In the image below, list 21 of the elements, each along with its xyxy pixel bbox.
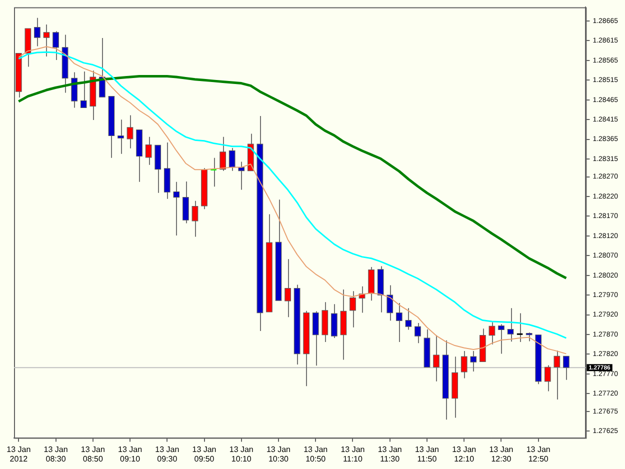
x-tick-label: 13 Jan 09:50 [192, 444, 216, 464]
x-tick-label: 13 Jan 08:50 [80, 444, 105, 464]
candlestick [34, 17, 40, 47]
x-tick-label: 13 Jan 11:10 [340, 444, 365, 464]
x-tick-label: 13 Jan 12:50 [526, 444, 550, 464]
x-tick-label: 13 Jan 11:50 [414, 444, 440, 464]
x-tick-label: 13 Jan 08:30 [44, 444, 68, 464]
x-tick-label: 13 Jan 2012 [6, 444, 31, 464]
x-tick-label: 13 Jan 12:30 [489, 444, 514, 464]
x-tick-label: 13 Jan 10:30 [266, 444, 291, 464]
candlestick [433, 334, 440, 382]
candlestick [284, 258, 291, 318]
x-tick-label: 13 Jan 10:50 [304, 444, 328, 464]
x-tick-label: 13 Jan 12:10 [452, 444, 476, 464]
x-tick-label: 13 Jan 09:10 [118, 444, 142, 464]
x-tick-label: 13 Jan 10:10 [229, 444, 254, 464]
candlestick [516, 312, 524, 342]
x-tick-label: 13 Jan 09:30 [155, 444, 180, 464]
x-tick-label: 13 Jan 11:30 [378, 444, 402, 464]
candlestick [563, 356, 570, 380]
candlestick [350, 290, 356, 328]
